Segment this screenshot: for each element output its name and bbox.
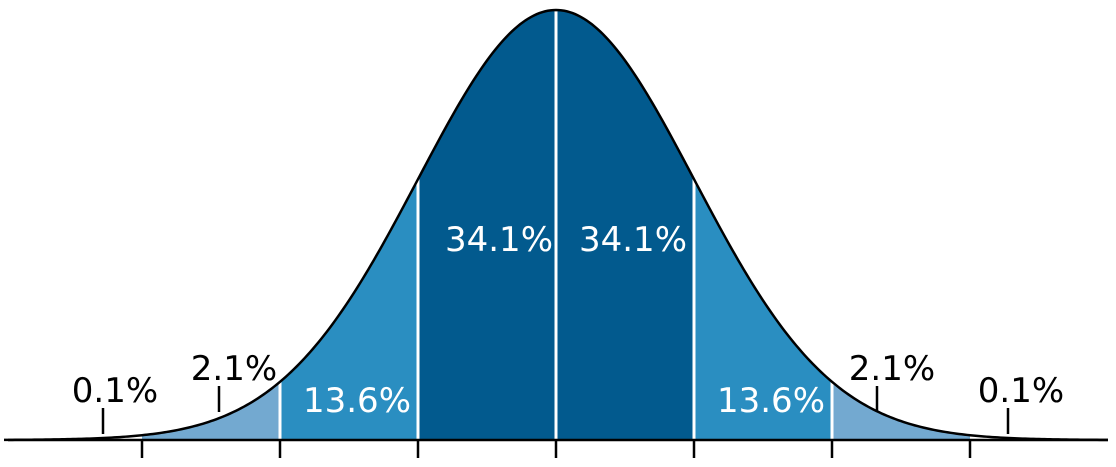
tail-label-left: 0.1% bbox=[72, 371, 158, 411]
bell-curve-line bbox=[3, 8, 1109, 442]
x-axis-ticks bbox=[140, 440, 972, 458]
tail-label-right: 0.1% bbox=[978, 371, 1064, 411]
band-0 bbox=[142, 381, 280, 440]
band-label-4: 13.6% bbox=[717, 381, 825, 421]
band-label-1: 13.6% bbox=[303, 381, 411, 421]
band-label-3: 34.1% bbox=[579, 220, 687, 260]
band-label-5: 2.1% bbox=[849, 349, 935, 389]
band-5 bbox=[832, 381, 970, 440]
band-label-2: 34.1% bbox=[445, 220, 553, 260]
percent-labels: 2.1% 13.6% 34.1% 34.1% 13.6% 2.1% 0.1% 0.1% bbox=[72, 220, 1064, 434]
band-label-0: 2.1% bbox=[191, 349, 277, 389]
dividers-layer bbox=[278, 10, 834, 440]
